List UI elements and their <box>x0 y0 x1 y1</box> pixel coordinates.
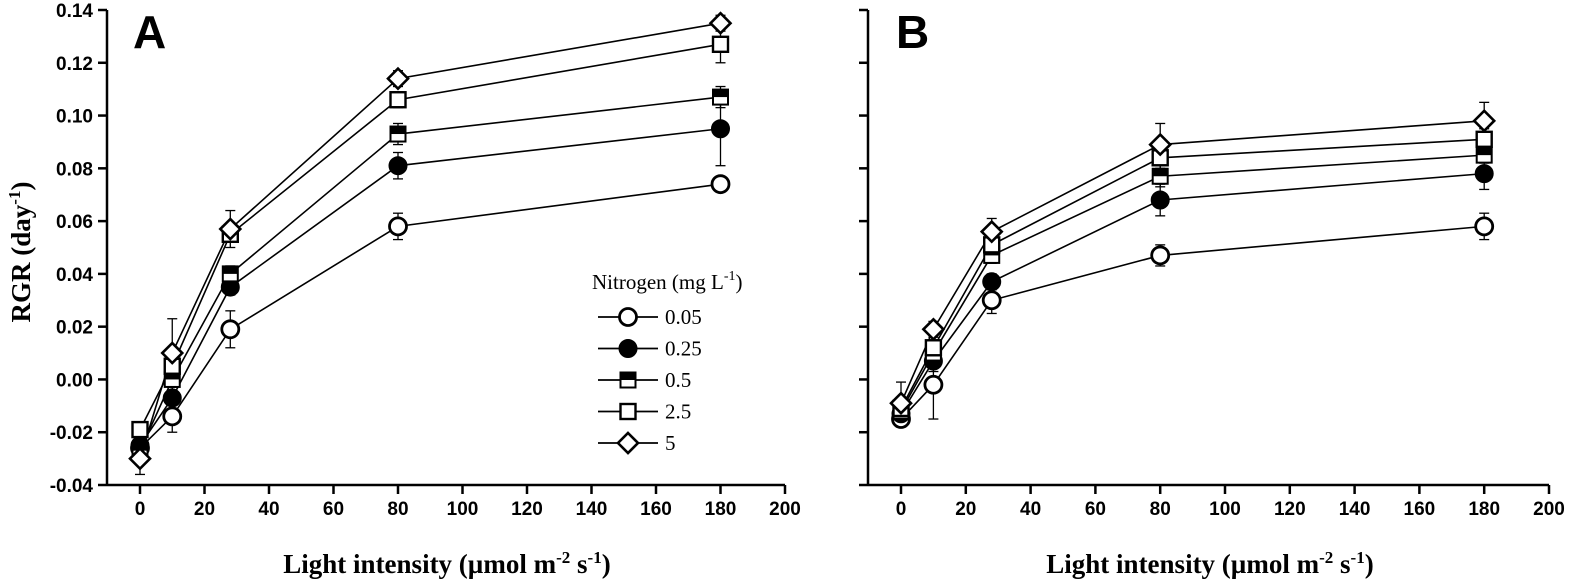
x-tick-label: 200 <box>1533 499 1565 520</box>
legend-marker-0.05 <box>618 307 638 327</box>
data-point-0.5-fill <box>1152 168 1168 177</box>
x-tick-label: 160 <box>1404 499 1436 520</box>
data-point-0.5-fill <box>222 266 238 274</box>
y-tick-label: 0.04 <box>56 265 93 286</box>
x-tick-label: 120 <box>511 499 543 520</box>
y-tick-label: 0.08 <box>56 159 93 180</box>
data-point-0.25 <box>388 156 408 176</box>
y-tick-label: 0.06 <box>56 212 93 233</box>
x-tick-label: 40 <box>1020 499 1041 520</box>
legend-marker-5 <box>616 431 640 455</box>
x-tick-label: 60 <box>323 499 344 520</box>
data-point-2.5 <box>1475 130 1493 149</box>
data-point-5 <box>160 341 185 365</box>
x-tick-label: 180 <box>705 499 737 520</box>
data-point-5 <box>128 446 152 471</box>
y-tick-label: 0.14 <box>56 1 93 22</box>
data-point-5 <box>708 11 733 36</box>
x-tick-label: 100 <box>447 499 479 520</box>
data-point-0.5-fill <box>1476 147 1492 156</box>
x-tick-label: 40 <box>258 499 279 520</box>
legend: Nitrogen (mg L-1) 0.05 0.25 0.5 2.5 5 <box>592 269 742 455</box>
y-tick-label: 0.02 <box>56 318 93 339</box>
y-tick-label: 0.00 <box>56 370 93 391</box>
data-point-0.5 <box>712 88 729 106</box>
panel-b: 0 20 40 60 80 100 120 140 160 180 200 B <box>859 6 1565 520</box>
data-point-0.05 <box>981 290 1002 311</box>
x-tick-label: 200 <box>769 499 801 520</box>
panel-a: -0.04 -0.02 0.00 0.02 0.04 0.06 0.08 0.10 0.12 0.… <box>50 1 801 520</box>
x-tick-label: 140 <box>1339 499 1371 520</box>
data-point-0.5 <box>389 125 407 143</box>
data-point-0.25 <box>711 119 730 139</box>
data-point-2.5 <box>924 339 943 357</box>
legend-label: 5 <box>665 431 676 455</box>
data-point-0.5-fill <box>390 126 406 135</box>
legend-marker-0.25 <box>618 339 638 358</box>
legend-marker-0.5-fill <box>620 372 636 380</box>
data-point-0.5-fill <box>164 371 180 380</box>
x-axis-title-a: Light intensity (µmol m-2 s-1) <box>283 548 610 579</box>
data-point-0.5 <box>221 265 239 283</box>
legend-label: 0.5 <box>665 368 691 392</box>
x-tick-label: 180 <box>1468 499 1500 520</box>
data-point-0.5 <box>1475 146 1493 164</box>
data-point-5 <box>889 391 913 416</box>
legend-label: 2.5 <box>665 400 691 424</box>
panel-letter: B <box>896 6 929 58</box>
data-point-5 <box>1472 108 1497 133</box>
data-point-0.25 <box>1150 190 1170 210</box>
x-tick-label: 140 <box>576 499 608 520</box>
x-tick-label: 120 <box>1274 499 1306 520</box>
data-point-0.05 <box>923 374 944 395</box>
x-tick-label: 20 <box>194 499 215 520</box>
data-point-5 <box>921 317 946 342</box>
y-tick-label: -0.02 <box>50 423 93 444</box>
data-point-0.5 <box>163 370 181 388</box>
y-tick-label: -0.04 <box>50 476 94 497</box>
data-point-0.05 <box>388 216 408 237</box>
legend-label: 0.05 <box>665 305 702 329</box>
x-axis-title-b: Light intensity (µmol m-2 s-1) <box>1046 548 1373 579</box>
x-tick-label: 80 <box>387 499 408 520</box>
data-point-0.25 <box>162 388 182 408</box>
y-tick-label: 0.12 <box>56 54 93 75</box>
data-point-0.05 <box>1150 245 1171 266</box>
legend-title: Nitrogen (mg L-1) <box>592 269 742 294</box>
x-tick-label: 0 <box>135 499 146 520</box>
data-point-5 <box>1148 132 1173 157</box>
data-point-5 <box>979 219 1004 244</box>
x-tick-label: 80 <box>1150 499 1171 520</box>
legend-marker-0.5 <box>619 371 637 389</box>
data-point-0.25 <box>1474 164 1494 184</box>
x-tick-label: 60 <box>1085 499 1106 520</box>
x-tick-label: 0 <box>896 499 907 520</box>
data-point-0.05 <box>1474 216 1495 237</box>
data-point-0.05 <box>710 174 731 195</box>
legend-label: 0.25 <box>665 337 702 361</box>
data-point-5 <box>218 217 243 241</box>
data-point-2.5 <box>389 91 407 109</box>
data-point-2.5 <box>711 35 730 54</box>
data-point-0.25 <box>982 272 1002 292</box>
panel-letter: A <box>133 6 166 58</box>
data-point-0.05 <box>162 406 183 427</box>
x-tick-label: 100 <box>1209 499 1241 520</box>
y-axis-title: RGR (day-1) <box>5 182 36 323</box>
legend-marker-2.5 <box>619 402 637 421</box>
x-tick-label: 20 <box>955 499 976 520</box>
data-point-0.05 <box>220 319 241 340</box>
data-point-0.5-fill <box>713 89 728 98</box>
x-tick-label: 160 <box>640 499 672 520</box>
data-point-5 <box>386 66 410 91</box>
data-point-0.5 <box>1151 167 1169 185</box>
data-point-2.5 <box>131 420 149 439</box>
y-tick-label: 0.10 <box>56 107 93 128</box>
